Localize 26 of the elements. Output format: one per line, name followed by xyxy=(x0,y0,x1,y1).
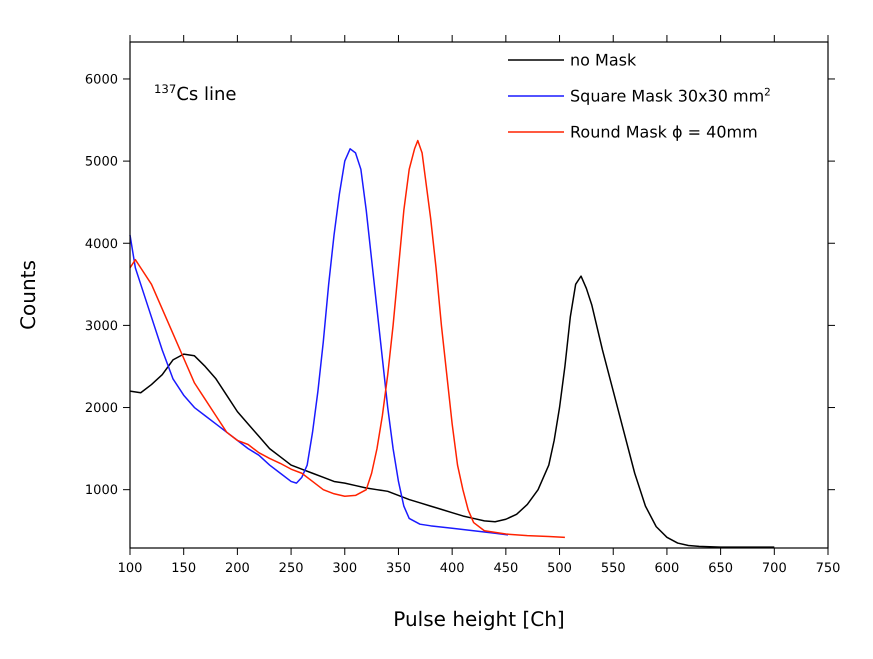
x-tick-label: 700 xyxy=(762,561,787,576)
y-tick-label: 4000 xyxy=(84,236,118,252)
y-tick-label: 3000 xyxy=(84,318,118,334)
x-tick-label: 250 xyxy=(278,561,304,576)
legend-label: Square Mask 30x30 mm$^{2}$ xyxy=(570,86,771,106)
x-tick-label: 100 xyxy=(118,561,142,576)
x-tick-label: 550 xyxy=(600,561,626,576)
x-tick-label: 350 xyxy=(386,561,411,576)
x-tick-label: 450 xyxy=(493,561,518,576)
y-tick-label: 2000 xyxy=(84,401,118,416)
x-tick-label: 150 xyxy=(171,561,196,576)
x-tick-label: 400 xyxy=(440,561,465,576)
x-tick-label: 200 xyxy=(224,561,250,576)
x-tick-label: 650 xyxy=(708,561,734,576)
y-tick-label: 6000 xyxy=(84,72,118,88)
y-tick-label: 5000 xyxy=(84,154,118,170)
legend-label: no Mask xyxy=(570,50,637,70)
x-tick-label: 600 xyxy=(654,561,680,576)
x-tick-label: 300 xyxy=(332,561,358,576)
x-tick-label: 750 xyxy=(816,561,840,576)
legend-label: Round Mask ϕ = 40mm xyxy=(570,122,758,142)
x-tick-label: 500 xyxy=(547,561,572,576)
y-tick-label: 1000 xyxy=(84,483,118,498)
y-axis-title: Counts xyxy=(16,260,40,330)
x-axis-title: Pulse height [Ch] xyxy=(393,607,565,631)
annotation: $^{137}$Cs line xyxy=(154,82,236,105)
